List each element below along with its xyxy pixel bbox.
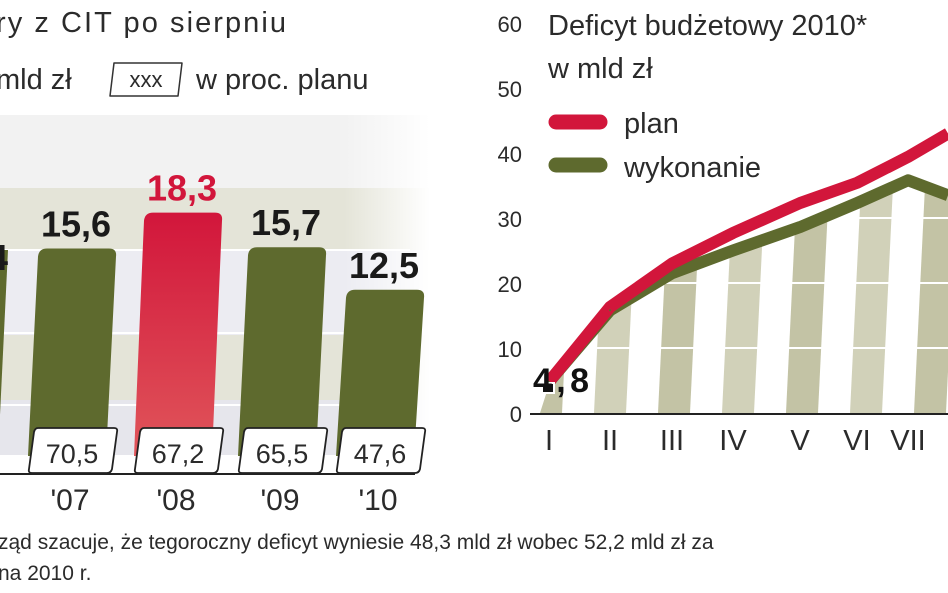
start-marker: [541, 382, 555, 394]
y-tick-label: 0: [510, 402, 522, 427]
bar-08: [134, 212, 223, 456]
year-label: '09: [260, 484, 299, 517]
legend-wykonanie-label: wykonanie: [623, 152, 761, 184]
percent-label: 47,6: [354, 439, 407, 469]
y-tick-label: 10: [498, 337, 522, 362]
bar-07: [28, 248, 117, 456]
plan-point: [856, 181, 858, 184]
y-tick-label: 50: [498, 77, 522, 102]
right-y-axis: 0 10 20 30 40 50 60: [498, 12, 522, 427]
bar-value-label: 18,3: [147, 168, 217, 209]
left-unit-label: mld zł: [0, 64, 72, 96]
bar-partial: [0, 250, 8, 415]
y-tick-label: 40: [498, 142, 522, 167]
bar-value-label: 15,7: [251, 202, 321, 243]
wykonanie-point: [732, 249, 734, 252]
footnote-line-1: ząd szacuje, że tegoroczny deficyt wynie…: [0, 531, 714, 554]
annotation-label: 4,8: [533, 362, 589, 400]
legend-box-label: w proc. planu: [195, 64, 369, 96]
y-tick-label: 60: [498, 12, 522, 37]
plan-point: [799, 202, 801, 205]
bar-09: [238, 247, 327, 456]
cut-off-value-label: 4: [0, 237, 8, 278]
right-x-labels: I II III IV V VI VII: [545, 425, 926, 457]
plan-point: [732, 231, 734, 234]
left-bars: 15,6 70,5 '07 18,3 67,2 '08 15,7 65,5 '09 12,5 47,…: [0, 168, 427, 517]
x-tick-label: III: [660, 425, 684, 457]
x-tick-label: V: [790, 425, 810, 457]
y-tick-label: 30: [498, 207, 522, 232]
series-plan-line: [544, 128, 948, 386]
percent-label: 67,2: [152, 439, 205, 469]
legend-box-sample: xxx: [130, 67, 163, 92]
plan-point: [609, 306, 611, 309]
area-mask: [540, 0, 948, 413]
bar-value-label: 12,5: [349, 245, 419, 286]
wykonanie-point: [609, 309, 611, 312]
wykonanie-point: [671, 272, 673, 275]
footnote-line-2: na 2010 r.: [0, 562, 91, 585]
x-tick-label: VII: [890, 425, 925, 457]
x-tick-label: I: [545, 425, 553, 457]
y-tick-label: 20: [498, 272, 522, 297]
percent-label: 70,5: [46, 439, 99, 469]
x-tick-label: II: [602, 425, 618, 457]
legend-percent-box: [109, 62, 183, 97]
wykonanie-point: [799, 226, 801, 229]
x-tick-label: IV: [719, 425, 747, 457]
legend-plan-label: plan: [624, 108, 679, 140]
percent-label: 65,5: [256, 439, 309, 469]
right-subtitle: w mld zł: [547, 53, 653, 85]
left-title: ry z CIT po sierpniu: [0, 7, 286, 39]
wykonanie-point: [856, 202, 858, 205]
wykonanie-point: [907, 179, 909, 182]
x-tick-label: VI: [843, 425, 870, 457]
year-label: '08: [156, 484, 195, 517]
bar-10: [336, 289, 425, 456]
bar-value-label: 15,6: [41, 204, 111, 245]
right-title: Deficyt budżetowy 2010*: [548, 10, 867, 42]
right-plot-area: [540, 0, 948, 413]
year-label: '10: [358, 484, 397, 517]
year-label: '07: [50, 484, 89, 517]
plan-point: [907, 155, 909, 158]
plan-point: [671, 262, 673, 265]
